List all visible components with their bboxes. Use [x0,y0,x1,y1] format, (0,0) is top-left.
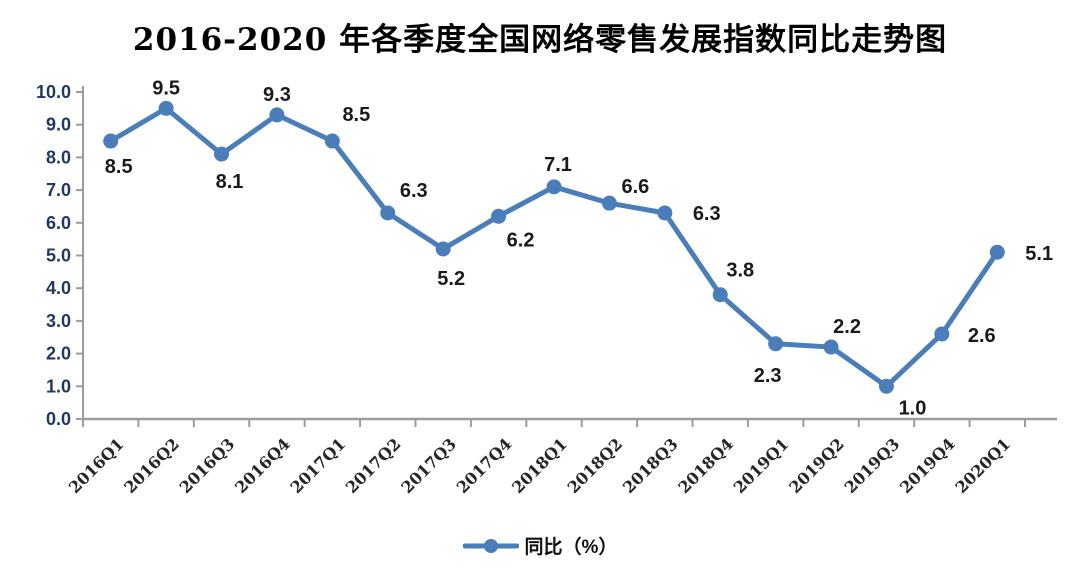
data-point-marker [657,205,673,221]
data-point-marker [269,107,285,123]
data-point-marker [601,195,617,211]
data-point-marker [435,241,451,257]
legend-series-label: 同比（%） [524,537,618,558]
data-point-label: 2.6 [968,325,996,347]
x-axis-category-label: 2019Q2 [785,434,848,497]
data-point-marker [712,287,728,303]
x-axis-category-label: 2017Q1 [287,434,350,497]
data-point-marker [491,208,507,224]
x-axis-category-label: 2016Q3 [176,434,239,497]
data-point-marker [768,336,784,352]
data-point-label: 6.6 [622,176,650,198]
data-point-marker [546,179,562,195]
x-axis-category-label: 2018Q2 [564,434,627,497]
data-point-marker [878,378,894,394]
y-axis-tick-label: 10.0 [36,82,71,102]
data-point-label: 2.3 [754,365,782,387]
data-point-marker [380,205,396,221]
x-axis-category-label: 2016Q2 [120,434,183,497]
y-axis-tick-label: 9.0 [46,115,71,135]
data-point-label: 6.3 [693,203,721,225]
x-axis-category-label: 2018Q1 [508,434,571,497]
y-axis-tick-label: 0.0 [46,409,71,429]
x-axis-category-label: 2018Q3 [619,434,682,497]
y-axis-tick-label: 6.0 [46,213,71,233]
legend-line-marker-icon [462,538,519,553]
data-point-marker [823,339,839,355]
data-point-label: 1.0 [899,397,927,419]
chart-legend: 同比（%） [0,532,1080,559]
x-axis-category-label: 2017Q3 [397,434,460,497]
x-axis-category-label: 2018Q4 [674,434,737,497]
y-axis-tick-label: 3.0 [46,311,71,331]
y-axis-tick-label: 7.0 [46,180,71,200]
x-axis-category-label: 2017Q2 [342,434,405,497]
x-axis-category-label: 2017Q4 [453,434,516,497]
data-point-label: 6.2 [507,229,535,251]
chart-title: 2016-2020 年各季度全国网络零售发展指数同比走势图 [132,22,948,58]
data-point-label: 9.3 [263,84,291,106]
x-axis-category-label: 2019Q4 [896,434,959,497]
data-point-marker [214,146,230,162]
legend-marker-dot [483,538,498,553]
data-point-marker [158,100,174,116]
y-axis-tick-label: 5.0 [46,246,71,266]
data-point-label: 6.3 [400,180,428,202]
data-point-label: 2.2 [833,316,861,338]
x-axis-category-label: 2020Q1 [951,434,1014,497]
data-point-marker [989,244,1005,260]
data-point-label: 8.5 [105,156,133,178]
data-point-marker [934,326,950,342]
x-axis-category-label: 2019Q1 [730,434,793,497]
data-point-label: 8.1 [216,171,244,193]
x-axis-category-label: 2019Q3 [841,434,904,497]
series-line [108,105,1000,389]
y-axis-tick-label: 2.0 [46,344,71,364]
data-point-label: 7.1 [544,154,572,176]
x-axis-category-label: 2016Q4 [231,434,294,497]
data-point-marker [324,133,340,149]
data-point-label: 5.1 [1025,243,1053,265]
x-axis-category-label: 2016Q1 [65,434,128,497]
data-point-marker [103,133,119,149]
data-point-label: 8.5 [342,104,370,126]
y-axis-tick-label: 8.0 [46,147,71,167]
y-axis-tick-label: 4.0 [46,278,71,298]
y-axis-tick-label: 1.0 [46,376,71,396]
data-point-label: 9.5 [152,77,180,99]
data-point-label: 3.8 [726,260,754,282]
data-point-label: 5.2 [437,268,465,290]
